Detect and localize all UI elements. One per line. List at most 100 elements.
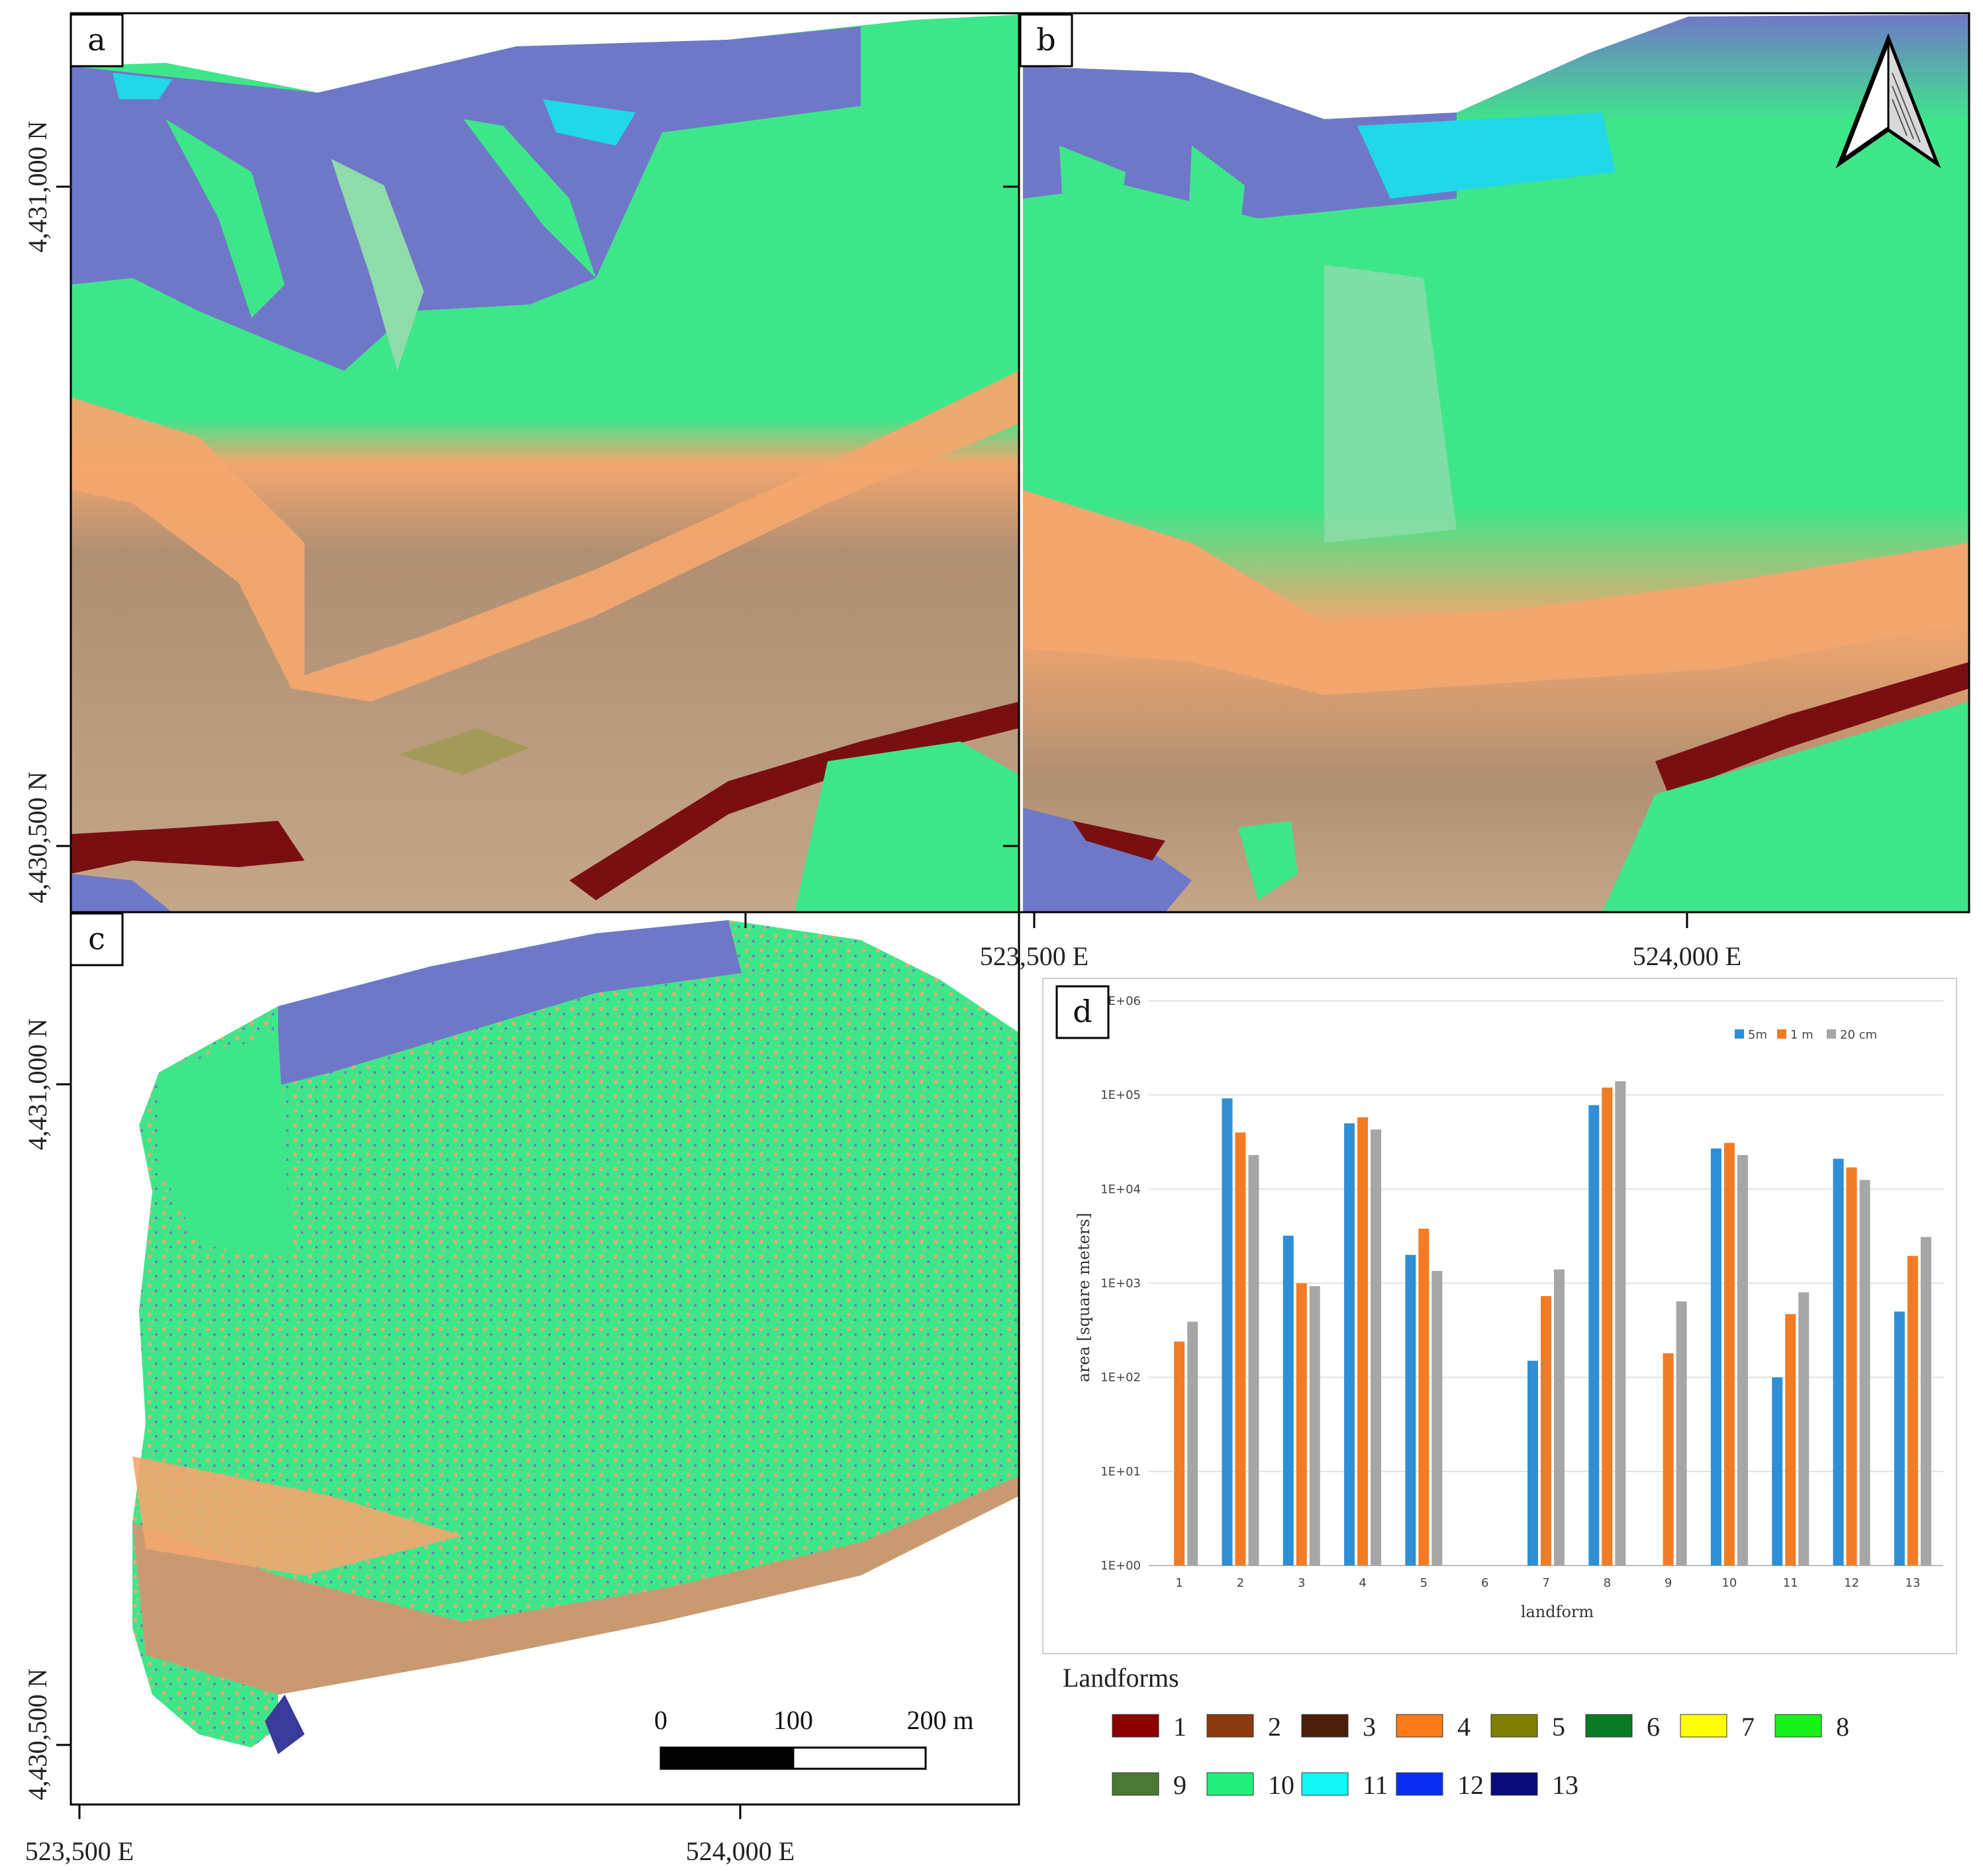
chart-bar — [1235, 1132, 1246, 1566]
chart-bar — [1833, 1158, 1844, 1566]
landform-swatch — [1585, 1714, 1633, 1738]
landform-label: 6 — [1647, 1712, 1660, 1742]
chart-legend-label: 20 cm — [1840, 1028, 1877, 1042]
landform-swatch — [1112, 1714, 1159, 1738]
panel-a-label-box: a — [70, 13, 124, 68]
landform-swatch — [1301, 1772, 1349, 1796]
scale-bar: 0 100 200 m — [654, 1705, 974, 1770]
chart-y-tick-label: 1E+04 — [1100, 1182, 1141, 1196]
chart-legend-swatch — [1735, 1029, 1744, 1039]
chart-legend: 5m 1 m 20 cm — [1735, 1028, 1877, 1042]
landform-swatch — [1206, 1772, 1254, 1796]
chart-y-tick-label: 1E+05 — [1100, 1088, 1141, 1102]
landform-swatch — [1112, 1772, 1159, 1796]
chart-y-tick-label: 1E+03 — [1100, 1277, 1141, 1291]
chart-bar — [1710, 1149, 1721, 1566]
landform-swatch — [1206, 1714, 1254, 1738]
landform-swatch — [1490, 1714, 1538, 1738]
chart-bar — [1357, 1117, 1369, 1566]
chart-bar — [1309, 1286, 1320, 1566]
scale-label-0: 0 — [654, 1705, 667, 1735]
chart-legend-swatch — [1827, 1029, 1836, 1039]
chart-x-tick-label: 1 — [1175, 1576, 1183, 1590]
panel-b-label-box: b — [1019, 13, 1073, 68]
panel-a-map — [70, 12, 1020, 914]
scale-label-100: 100 — [773, 1705, 813, 1735]
scale-label-200: 200 m — [906, 1705, 973, 1735]
chart-bar — [1405, 1254, 1416, 1566]
landform-swatch — [1680, 1714, 1727, 1738]
chart-x-tick-label: 10 — [1721, 1576, 1737, 1590]
chart-x-tick-label: 3 — [1298, 1576, 1305, 1590]
chart-x-axis-title: landform — [1521, 1603, 1594, 1621]
chart-bar — [1248, 1154, 1259, 1566]
x-coord-mid-1: 523,500 E — [980, 941, 1088, 971]
y-coord-c-bottom: 4,430,500 N — [23, 1669, 52, 1801]
north-arrow-icon — [1835, 33, 1941, 169]
chart-bar — [1894, 1311, 1905, 1566]
chart-x-tick-label: 5 — [1420, 1576, 1427, 1590]
chart-legend-label: 1 m — [1790, 1028, 1814, 1042]
chart-x-tick-label: 4 — [1359, 1576, 1366, 1590]
landform-label: 10 — [1268, 1770, 1294, 1800]
landform-swatch — [1774, 1714, 1822, 1738]
chart-bar — [1737, 1154, 1748, 1566]
landform-label: 3 — [1363, 1712, 1376, 1742]
landform-label: 8 — [1836, 1712, 1849, 1742]
chart-bar — [1527, 1360, 1538, 1566]
landform-label: 1 — [1173, 1712, 1186, 1742]
chart-bar — [1344, 1123, 1355, 1566]
chart-y-ticks: 1E+00 1E+01 1E+02 1E+03 1E+04 1E+05 1E+06 — [1100, 994, 1141, 1573]
y-coord-a-bottom: 4,430,500 N — [23, 772, 52, 904]
landforms-legend: Landforms 1 2 3 4 5 6 7 89 10 11 12 13 — [1063, 1663, 1849, 1800]
chart-bar — [1846, 1167, 1857, 1566]
chart-x-tick-label: 11 — [1783, 1576, 1798, 1590]
y-coord-a-top: 4,431,000 N — [23, 121, 52, 253]
landform-label: 4 — [1457, 1712, 1471, 1742]
chart-bar — [1663, 1353, 1674, 1566]
chart-bar — [1615, 1081, 1626, 1566]
chart-gridlines — [1149, 1000, 1943, 1566]
landform-swatch — [1490, 1772, 1538, 1796]
chart-bar — [1785, 1314, 1796, 1566]
panel-a-label: a — [87, 22, 105, 58]
chart-bar — [1907, 1256, 1918, 1566]
landform-label: 2 — [1268, 1712, 1281, 1742]
landform-label: 7 — [1741, 1712, 1755, 1742]
landforms-legend-title: Landforms — [1063, 1663, 1179, 1693]
chart-bar — [1772, 1377, 1783, 1566]
landform-swatch — [1396, 1772, 1443, 1796]
chart-bar — [1296, 1283, 1307, 1566]
x-coord-bottom-1: 523,500 E — [25, 1836, 134, 1866]
chart-x-tick-label: 6 — [1481, 1576, 1488, 1590]
panel-c-map — [70, 911, 1020, 1806]
panel-c-label: c — [88, 921, 105, 957]
landform-label: 13 — [1552, 1770, 1578, 1800]
chart-x-tick-label: 7 — [1542, 1576, 1549, 1590]
panel-b-map — [1018, 12, 1970, 914]
chart-bar — [1541, 1295, 1551, 1566]
chart-bar — [1602, 1087, 1613, 1566]
chart-bar — [1174, 1341, 1185, 1566]
chart-bar — [1431, 1270, 1443, 1566]
landform-label: 9 — [1173, 1770, 1186, 1800]
panel-c-label-box: c — [70, 912, 124, 966]
chart-y-tick-label: 1E+01 — [1100, 1465, 1141, 1479]
chart-legend-label: 5m — [1748, 1028, 1767, 1042]
landform-swatch — [1396, 1714, 1443, 1738]
chart-bar — [1798, 1292, 1810, 1566]
chart-x-tick-label: 12 — [1844, 1576, 1859, 1590]
panel-b-label: b — [1036, 22, 1055, 58]
x-coord-mid-2: 524,000 E — [1633, 941, 1741, 971]
chart-y-tick-label: 1E+06 — [1100, 994, 1141, 1008]
y-coord-c-top: 4,431,000 N — [23, 1019, 52, 1150]
chart-x-tick-label: 13 — [1905, 1576, 1920, 1590]
chart-bar — [1723, 1143, 1735, 1566]
chart-y-tick-label: 1E+02 — [1100, 1371, 1141, 1385]
landform-swatch — [1301, 1714, 1349, 1738]
chart-bar — [1859, 1180, 1870, 1566]
chart-y-axis-title: area [square meters] — [1075, 1213, 1093, 1382]
chart-bar — [1187, 1321, 1198, 1566]
chart-bar — [1920, 1237, 1931, 1566]
landform-label: 12 — [1457, 1770, 1484, 1800]
